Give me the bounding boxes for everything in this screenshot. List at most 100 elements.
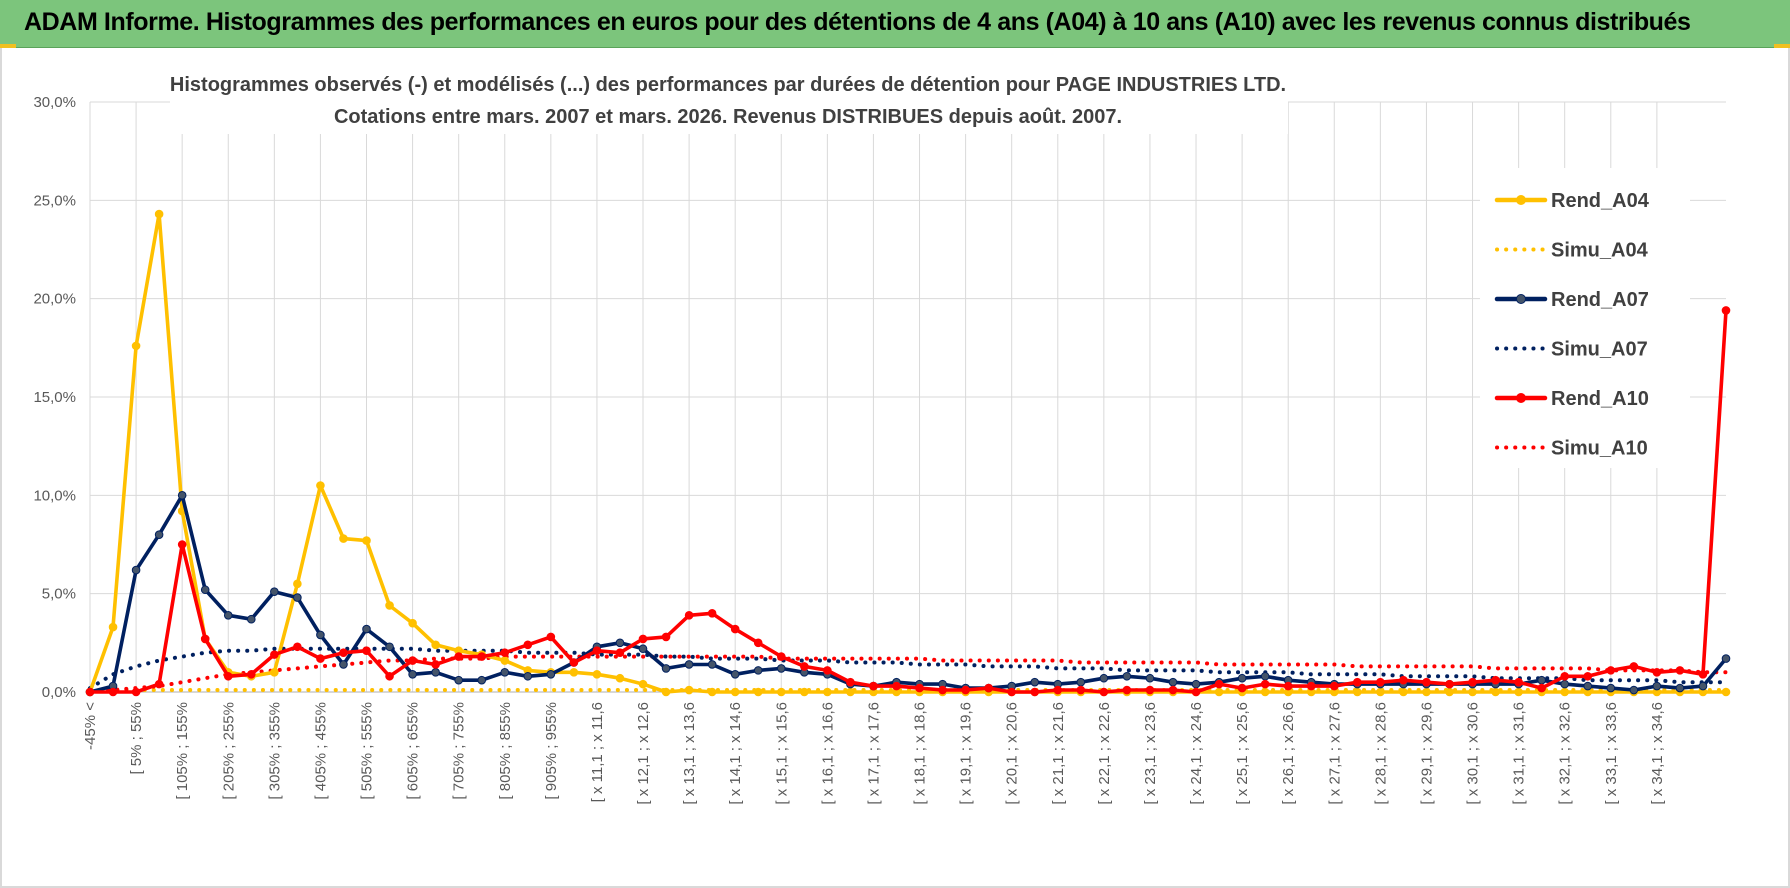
data-point-rend-a10 — [316, 654, 325, 663]
data-point-rend-a10 — [1237, 683, 1247, 693]
chart-series — [85, 209, 1731, 697]
data-point-rend-a10 — [1076, 685, 1086, 695]
x-tick-label: [ x 24,1 ; x 24,6 — [1188, 702, 1205, 805]
data-point-rend-a10 — [823, 666, 832, 675]
legend-background — [1480, 168, 1690, 468]
header-corner-right — [1774, 44, 1790, 48]
data-point-rend-a10 — [1698, 670, 1708, 679]
data-point-rend-a10 — [1214, 679, 1224, 689]
legend-label-simu-a04: Simu_A04 — [1551, 240, 1649, 262]
data-point-rend-a10 — [1030, 687, 1040, 697]
data-point-rend-a10 — [1629, 662, 1639, 671]
data-point-rend-a07 — [1122, 671, 1132, 681]
data-point-rend-a07 — [523, 671, 533, 681]
data-point-rend-a10 — [408, 656, 417, 665]
data-point-rend-a10 — [154, 679, 164, 689]
data-point-rend-a10 — [776, 652, 786, 661]
data-point-rend-a07 — [546, 670, 556, 679]
data-point-rend-a10 — [477, 652, 487, 661]
x-tick-label: [ x 30,1 ; x 30,6 — [1465, 702, 1482, 805]
data-point-rend-a07 — [1099, 673, 1109, 683]
data-point-rend-a10 — [85, 687, 95, 697]
data-point-rend-a07 — [1629, 685, 1639, 695]
data-point-rend-a07 — [1145, 673, 1155, 683]
x-tick-label: [ 405% ; 455% — [312, 702, 329, 800]
data-point-rend-a10 — [385, 671, 394, 681]
data-point-rend-a10 — [684, 611, 694, 620]
data-point-rend-a07 — [776, 664, 786, 673]
data-point-rend-a10 — [131, 687, 141, 697]
data-point-rend-a04 — [684, 685, 694, 695]
data-point-rend-a10 — [569, 658, 579, 667]
data-point-rend-a10 — [961, 685, 970, 695]
x-tick-label: [ x 13,1 ; x 13,6 — [681, 702, 698, 805]
data-point-rend-a04 — [1422, 687, 1431, 697]
data-point-rend-a04 — [776, 687, 786, 697]
y-tick-label: 15,0% — [33, 389, 76, 406]
data-point-rend-a10 — [293, 642, 302, 652]
data-point-rend-a10 — [1053, 685, 1063, 695]
legend-label-rend-a10: Rend_A10 — [1551, 388, 1649, 410]
data-point-rend-a04 — [154, 209, 164, 219]
data-point-rend-a10 — [1491, 675, 1500, 685]
data-point-rend-a04 — [1376, 687, 1385, 697]
data-point-rend-a10 — [1652, 668, 1662, 677]
data-point-rend-a07 — [1652, 681, 1662, 691]
x-tick-label: [ 705% ; 755% — [451, 702, 468, 800]
data-point-rend-a10 — [730, 624, 740, 634]
data-point-rend-a07 — [362, 624, 371, 634]
x-tick-label: [ x 26,1 ; x 26,6 — [1280, 702, 1297, 805]
data-point-rend-a04 — [661, 687, 671, 697]
data-point-rend-a10 — [1260, 679, 1270, 689]
data-point-rend-a04 — [500, 656, 510, 665]
data-point-rend-a04 — [293, 579, 302, 589]
data-point-rend-a07 — [408, 670, 417, 679]
legend-marker-rend-a10 — [1516, 393, 1526, 403]
data-point-rend-a07 — [454, 675, 463, 685]
data-point-rend-a07 — [177, 491, 187, 500]
data-point-rend-a04 — [800, 687, 809, 697]
data-point-rend-a10 — [892, 681, 901, 691]
x-tick-label: [ 605% ; 655% — [405, 702, 422, 800]
data-point-rend-a04 — [707, 687, 717, 697]
data-point-rend-a07 — [385, 642, 394, 652]
data-point-rend-a10 — [523, 640, 533, 650]
series-line-simu-a10 — [88, 654, 1728, 694]
data-point-rend-a10 — [1007, 687, 1016, 697]
data-point-rend-a10 — [753, 638, 763, 648]
legend-marker-rend-a04 — [1516, 195, 1526, 205]
report-header-bar: ADAM Informe. Histogrammes des performan… — [0, 0, 1790, 48]
data-point-rend-a04 — [316, 481, 325, 490]
data-point-rend-a07 — [1191, 679, 1201, 689]
x-tick-label: [ 105% ; 155% — [174, 702, 191, 800]
data-point-rend-a10 — [1399, 675, 1408, 685]
data-point-rend-a04 — [823, 687, 832, 697]
data-point-rend-a04 — [362, 536, 371, 545]
data-point-rend-a07 — [293, 593, 302, 602]
y-tick-label: 20,0% — [33, 291, 76, 308]
x-tick-label: -45% < — [82, 702, 99, 750]
data-point-rend-a07 — [500, 668, 510, 677]
data-point-rend-a10 — [1675, 666, 1685, 675]
data-point-rend-a07 — [661, 664, 671, 673]
data-point-rend-a10 — [1468, 677, 1477, 687]
x-tick-label: [ x 25,1 ; x 25,6 — [1234, 702, 1251, 805]
data-point-rend-a10 — [270, 650, 279, 659]
x-tick-label: [ x 33,1 ; x 33,6 — [1603, 702, 1620, 805]
data-point-rend-a10 — [546, 632, 556, 642]
data-point-rend-a10 — [431, 660, 440, 669]
x-tick-label: [ x 15,1 ; x 15,6 — [773, 702, 790, 805]
x-tick-label: [ 5% ; 55% — [128, 702, 145, 775]
data-point-rend-a04 — [1468, 687, 1477, 697]
data-point-rend-a10 — [246, 670, 256, 679]
data-point-rend-a10 — [984, 683, 993, 693]
data-point-rend-a04 — [339, 534, 348, 543]
x-tick-label: [ x 12,1 ; x 12,6 — [635, 702, 652, 805]
x-tick-label: [ x 14,1 ; x 14,6 — [727, 702, 744, 805]
data-point-rend-a10 — [1422, 677, 1431, 687]
data-point-rend-a10 — [108, 687, 118, 697]
data-point-rend-a04 — [408, 618, 417, 628]
data-point-rend-a10 — [1583, 671, 1593, 681]
y-axis-ticks: 0,0% 5,0% 10,0% 15,0% 20,0% 25,0% 30,0% — [33, 94, 76, 701]
data-point-rend-a10 — [915, 683, 924, 693]
